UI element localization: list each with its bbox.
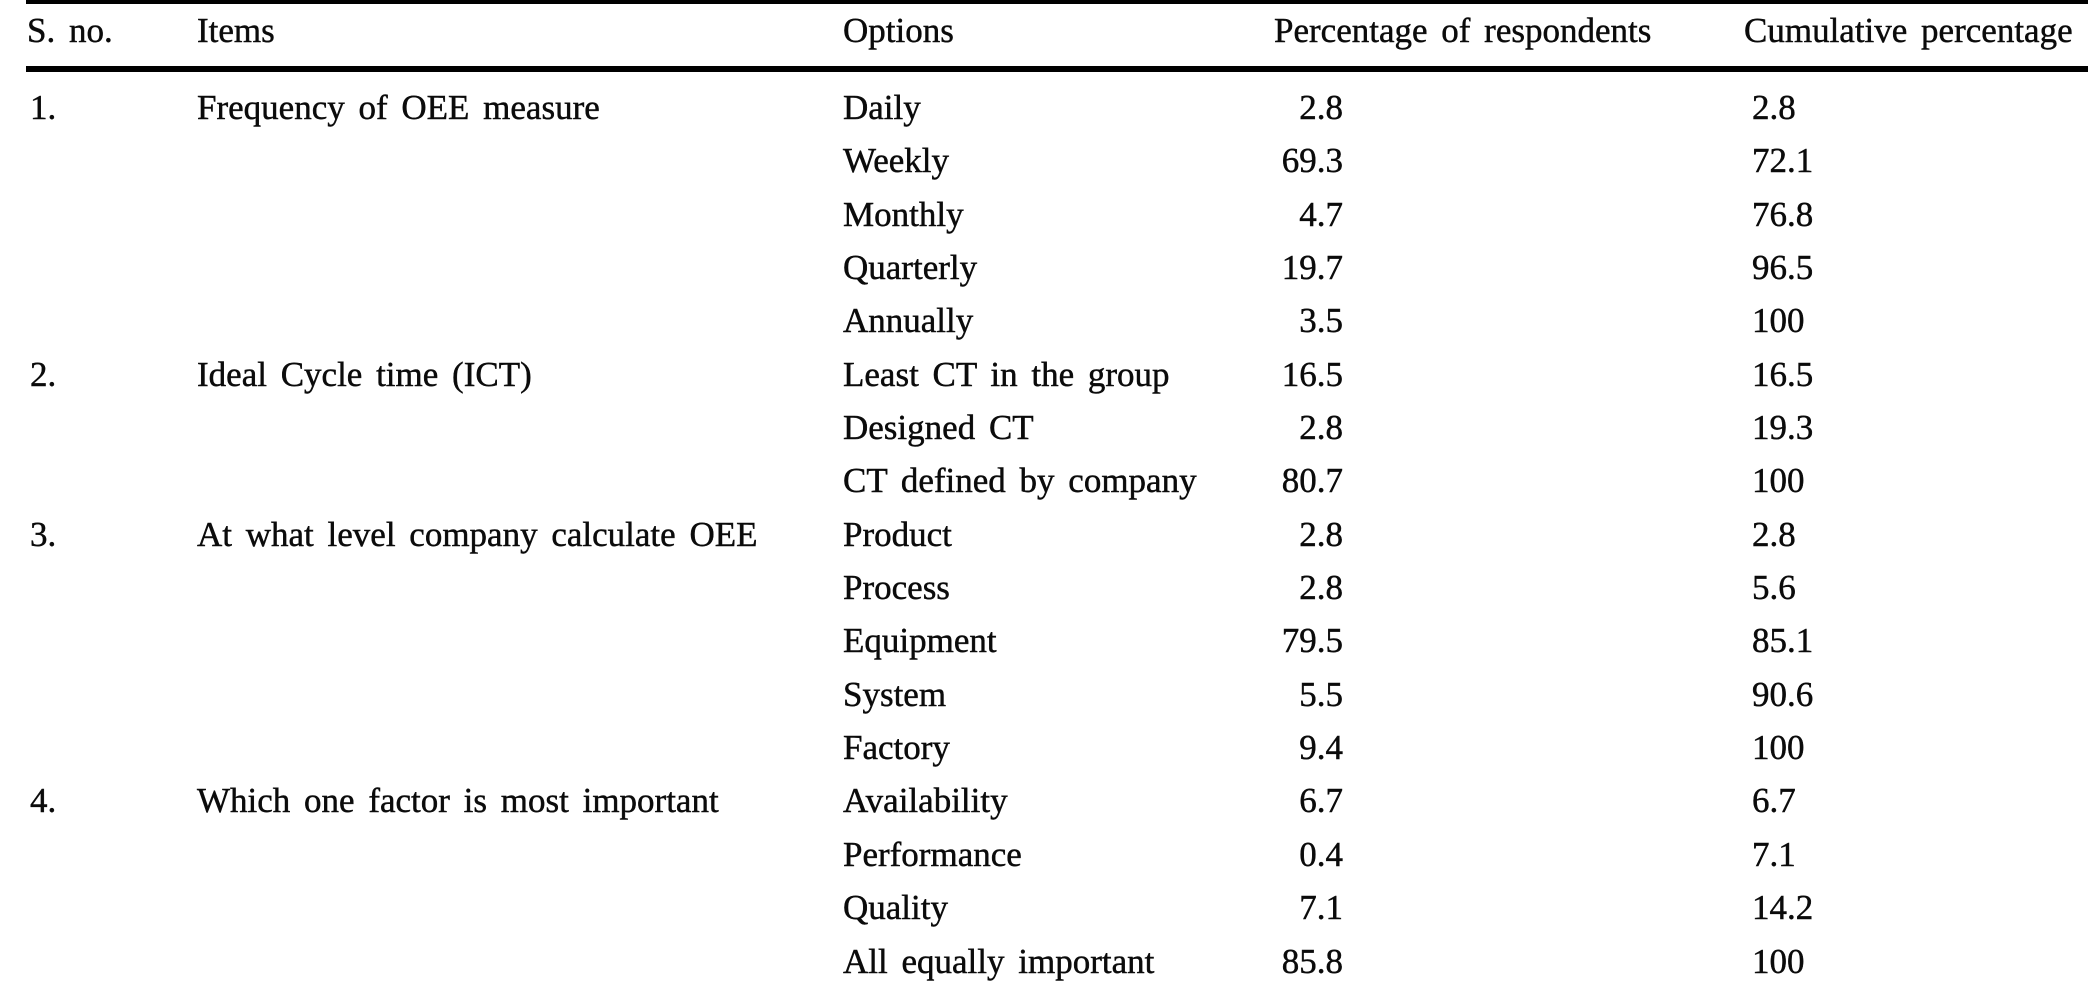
cell-percentage: 69.3 [1281,141,1344,181]
table-row: 2. Ideal Cycle time (ICT) Least CT in the … [0,348,2088,401]
table-row: All equally important 85.8 100 [0,935,2088,988]
table-body: 1. Frequency of OEE measure Daily 2.8 2.8 Wee… [0,81,2088,988]
cell-option: Daily [843,88,921,127]
cell-percentage: 5.5 [1299,674,1343,714]
cell-option: Least CT in the group [843,354,1170,394]
cell-percentage: 9.4 [1299,728,1343,768]
cell-sno: 1. [30,88,57,127]
cell-sno: 3. [30,514,57,554]
column-header-cumulative: Cumulative percentage [1744,11,2073,50]
cell-cumulative: 6.7 [1752,781,1796,821]
table-row: Monthly 4.7 76.8 [0,188,2088,241]
cell-percentage: 2.8 [1299,514,1343,554]
cell-percentage: 85.8 [1281,941,1344,981]
cell-percentage: 6.7 [1299,781,1343,821]
table-row: System 5.5 90.6 [0,668,2088,721]
table-row: Performance 0.4 7.1 [0,828,2088,881]
cell-option: Annually [843,301,974,341]
cell-cumulative: 5.6 [1752,568,1796,608]
table-top-rule [26,0,2088,4]
cell-percentage: 2.8 [1299,88,1343,127]
cell-cumulative: 90.6 [1752,674,1814,714]
cell-cumulative: 100 [1752,941,1805,981]
cell-cumulative: 100 [1752,461,1805,501]
cell-percentage: 2.8 [1299,568,1343,608]
table-row: Quarterly 19.7 96.5 [0,241,2088,294]
cell-percentage: 79.5 [1281,621,1344,661]
cell-cumulative: 2.8 [1752,88,1796,127]
cell-option: Quarterly [843,248,978,288]
cell-cumulative: 7.1 [1752,834,1796,874]
cell-option: CT defined by company [843,461,1197,501]
cell-percentage: 19.7 [1281,248,1344,288]
table-row: 3. At what level company calculate OEE Pro… [0,508,2088,561]
table-header-rule [26,66,2088,72]
cell-percentage: 7.1 [1299,888,1343,928]
cell-cumulative: 2.8 [1752,514,1796,554]
cell-cumulative: 76.8 [1752,194,1814,234]
cell-cumulative: 19.3 [1752,408,1814,448]
column-header-sno: S. no. [27,11,113,50]
cell-percentage: 0.4 [1299,834,1343,874]
table-row: 1. Frequency of OEE measure Daily 2.8 2.8 [0,81,2088,134]
cell-cumulative: 96.5 [1752,248,1814,288]
cell-percentage: 16.5 [1281,354,1344,394]
cell-sno: 4. [30,781,57,821]
table-row: Annually 3.5 100 [0,294,2088,347]
cell-cumulative: 16.5 [1752,354,1814,394]
table-row: Equipment 79.5 85.1 [0,614,2088,667]
cell-cumulative: 72.1 [1752,141,1814,181]
table-row: Weekly 69.3 72.1 [0,134,2088,187]
cell-option: Designed CT [843,408,1034,448]
cell-item: Which one factor is most important [197,781,719,821]
cell-option: Weekly [843,141,950,181]
cell-option: System [843,674,947,714]
cell-cumulative: 100 [1752,728,1805,768]
cell-option: All equally important [843,941,1155,981]
cell-option: Equipment [843,621,997,661]
cell-cumulative: 14.2 [1752,888,1814,928]
cell-option: Availability [843,781,1008,821]
cell-option: Factory [843,728,950,768]
column-header-items: Items [197,11,275,50]
table-row: Factory 9.4 100 [0,721,2088,774]
column-header-percentage: Percentage of respondents [1274,11,1652,50]
table-row: 4. Which one factor is most important Avai… [0,774,2088,827]
cell-option: Quality [843,888,948,928]
table-row: Quality 7.1 14.2 [0,881,2088,934]
cell-percentage: 80.7 [1281,461,1344,501]
cell-percentage: 2.8 [1299,408,1343,448]
cell-percentage: 3.5 [1299,301,1343,341]
table-row: CT defined by company 80.7 100 [0,454,2088,507]
cell-item: At what level company calculate OEE [197,514,758,554]
cell-option: Performance [843,834,1022,874]
cell-cumulative: 85.1 [1752,621,1814,661]
cell-option: Process [843,568,950,608]
table-row: Designed CT 2.8 19.3 [0,401,2088,454]
column-header-options: Options [843,11,954,50]
cell-sno: 2. [30,354,57,394]
cell-option: Monthly [843,194,964,234]
cell-cumulative: 100 [1752,301,1805,341]
table-row: Process 2.8 5.6 [0,561,2088,614]
cell-item: Frequency of OEE measure [197,88,600,127]
cell-percentage: 4.7 [1299,194,1343,234]
cell-item: Ideal Cycle time (ICT) [197,354,532,394]
cell-option: Product [843,514,952,554]
